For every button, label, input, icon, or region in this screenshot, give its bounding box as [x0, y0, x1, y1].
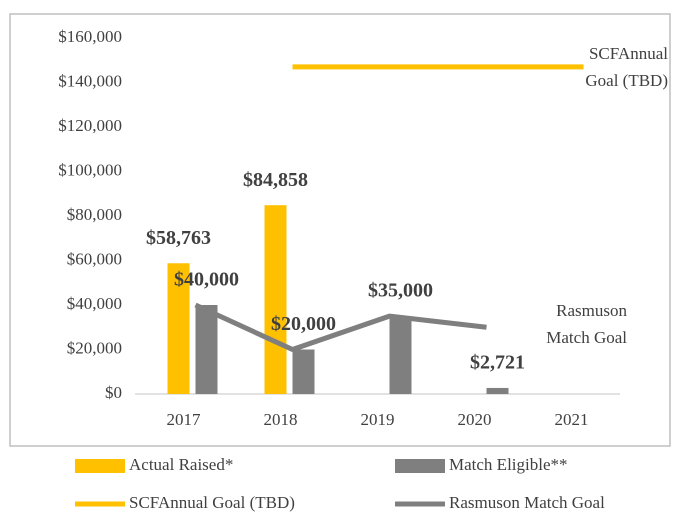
- bar: [389, 316, 412, 394]
- y-tick-label: $160,000: [58, 27, 122, 46]
- y-tick-label: $80,000: [67, 205, 122, 224]
- y-tick-label: $60,000: [67, 249, 122, 268]
- y-tick-label: $140,000: [58, 71, 122, 90]
- y-tick-label: $20,000: [67, 338, 122, 357]
- data-label: $58,763: [146, 227, 211, 249]
- data-label: $84,858: [243, 169, 308, 191]
- y-tick-label: $100,000: [58, 160, 122, 179]
- y-tick-label: $120,000: [58, 116, 122, 135]
- legend-label: Actual Raised*: [129, 455, 233, 474]
- data-label: $40,000: [174, 269, 239, 291]
- legend-swatch: [75, 459, 125, 473]
- bar: [264, 205, 287, 394]
- bar: [486, 387, 509, 394]
- x-tick-label: 2020: [458, 410, 492, 429]
- bar: [167, 263, 190, 394]
- annotation: Rasmuson: [556, 301, 627, 320]
- data-label: $35,000: [368, 280, 433, 302]
- x-tick-label: 2017: [167, 410, 202, 429]
- x-tick-label: 2018: [264, 410, 298, 429]
- data-label: $2,721: [470, 352, 525, 374]
- annotation: Goal (TBD): [585, 71, 668, 90]
- legend-label: Rasmuson Match Goal: [449, 493, 605, 512]
- y-tick-label: $0: [105, 383, 122, 402]
- legend-label: SCFAnnual Goal (TBD): [129, 493, 295, 512]
- x-tick-label: 2019: [361, 410, 395, 429]
- line: [194, 302, 487, 352]
- y-tick-label: $40,000: [67, 294, 122, 313]
- annotation: Match Goal: [546, 328, 627, 347]
- bar: [195, 305, 218, 394]
- data-label: $20,000: [271, 313, 336, 335]
- annotation: SCFAnnual: [589, 44, 668, 63]
- bar: [292, 349, 315, 394]
- x-tick-label: 2021: [555, 410, 589, 429]
- legend-swatch: [395, 459, 445, 473]
- legend-label: Match Eligible**: [449, 455, 568, 474]
- chart-border: [9, 13, 671, 447]
